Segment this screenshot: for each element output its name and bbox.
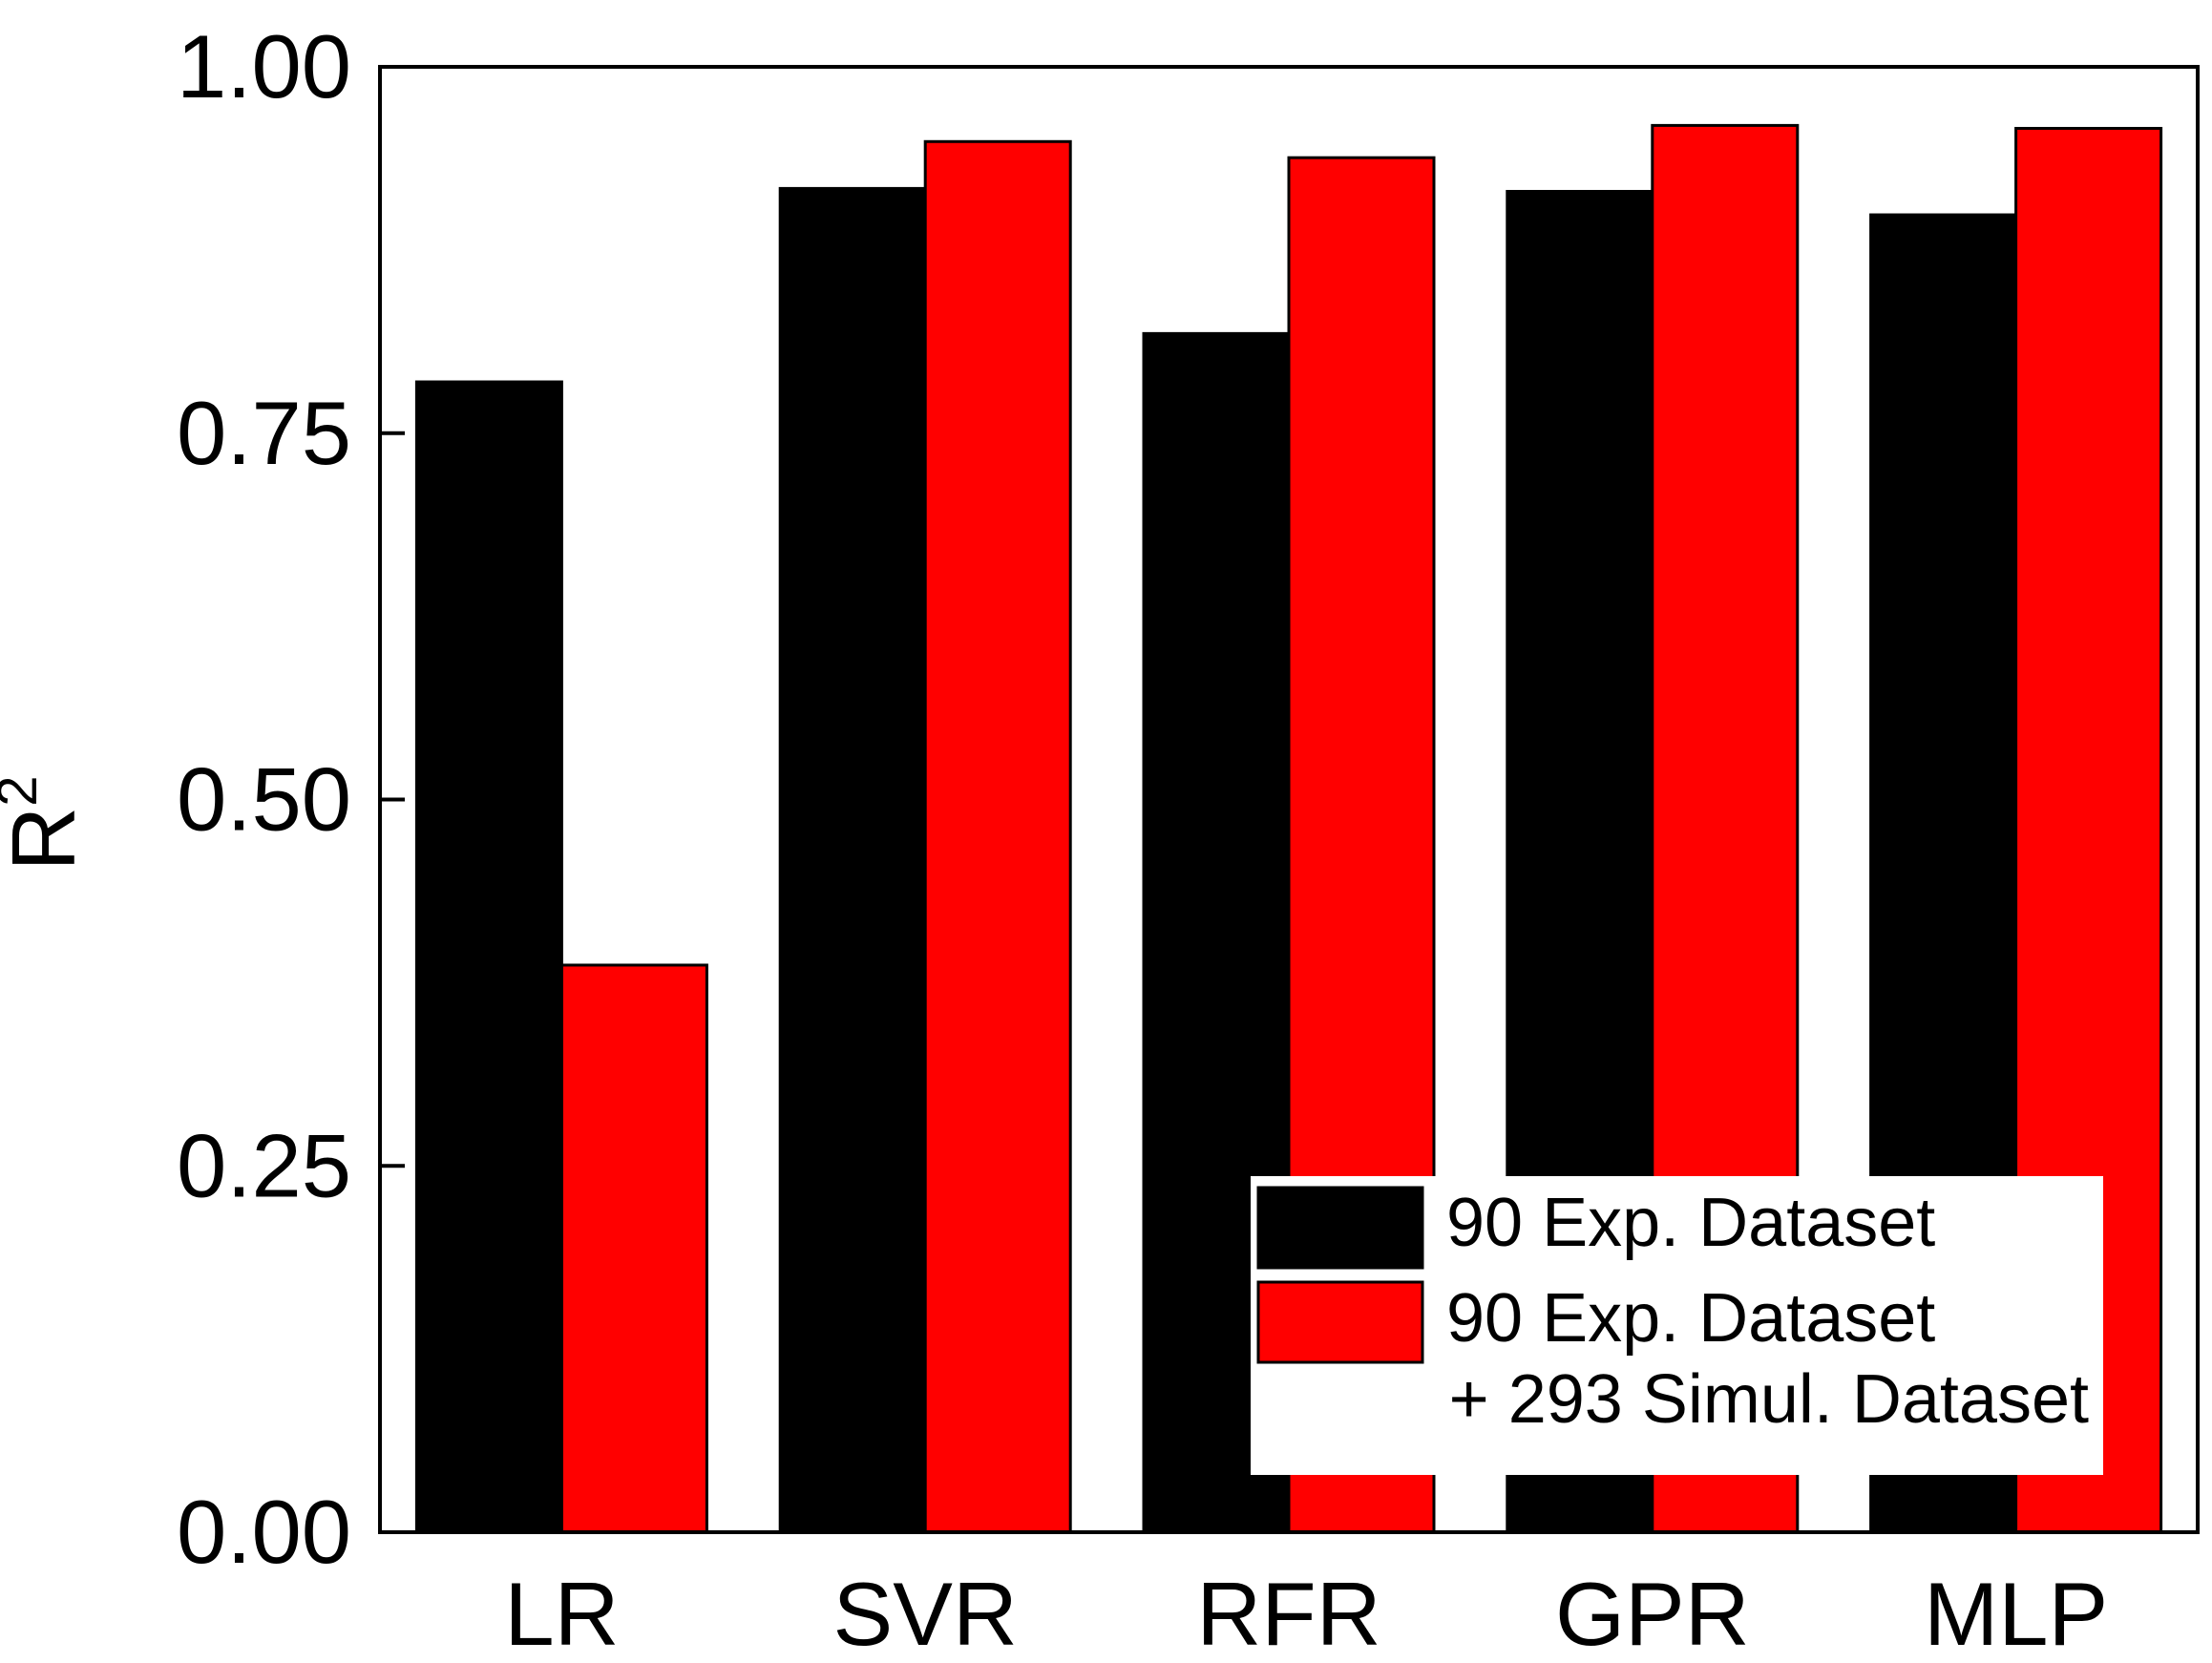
x-tick-label-svr: SVR bbox=[833, 1564, 1018, 1663]
x-tick-label-mlp: MLP bbox=[1924, 1564, 2108, 1663]
x-tick-label-lr: LR bbox=[504, 1564, 619, 1663]
y-axis-title: R2 bbox=[0, 775, 94, 871]
y-axis-title-superscript: 2 bbox=[0, 775, 49, 806]
y-tick-label: 1.00 bbox=[177, 16, 351, 116]
bar-svr-series-1 bbox=[778, 186, 927, 1534]
y-tick-label: 0.25 bbox=[177, 1115, 351, 1215]
y-tick-label: 0.75 bbox=[177, 383, 351, 483]
legend-swatch-series-1 bbox=[1256, 1186, 1424, 1270]
y-tick-label: 0.50 bbox=[177, 749, 351, 850]
y-axis: 0.00 0.25 0.50 0.75 1.00 bbox=[177, 16, 405, 1582]
legend-swatch-series-2 bbox=[1256, 1280, 1424, 1364]
bar-svr-series-2 bbox=[923, 139, 1072, 1534]
bar-lr-series-2 bbox=[559, 963, 708, 1534]
legend-label-series-2-line-2: + 293 Simul. Dataset bbox=[1449, 1361, 2089, 1438]
x-tick-label-gpr: GPR bbox=[1555, 1564, 1750, 1663]
legend-label-series-1-line-1: 90 Exp. Dataset bbox=[1446, 1185, 1935, 1261]
bar-lr-series-1 bbox=[414, 380, 563, 1534]
x-axis: LR SVR RFR GPR MLP bbox=[504, 1564, 2108, 1663]
y-tick-label: 0.00 bbox=[177, 1482, 351, 1582]
legend-label-series-2-line-1: 90 Exp. Dataset bbox=[1446, 1280, 1935, 1357]
y-axis-title-text: R bbox=[0, 807, 94, 872]
x-tick-label-rfr: RFR bbox=[1196, 1564, 1380, 1663]
